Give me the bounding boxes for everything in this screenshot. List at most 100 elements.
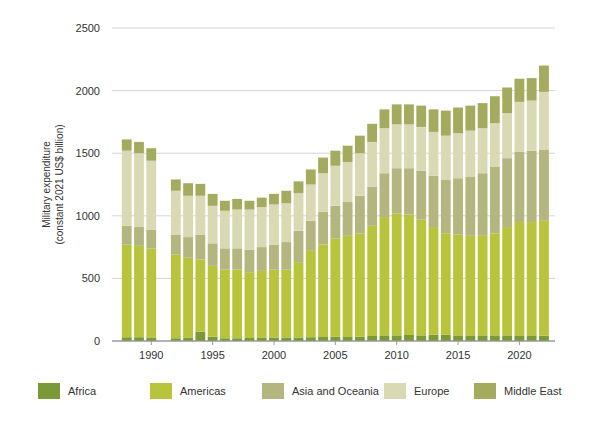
bar	[404, 168, 414, 214]
bar	[245, 201, 255, 210]
x-tick	[335, 341, 336, 345]
bar	[257, 207, 267, 247]
bar	[416, 106, 426, 127]
legend-label: Asia and Oceania	[292, 385, 380, 397]
bar	[306, 337, 316, 341]
bar	[441, 335, 451, 341]
bar	[343, 236, 353, 337]
bar	[502, 227, 512, 335]
bar	[318, 173, 328, 212]
bar	[306, 251, 316, 337]
bar	[380, 217, 390, 335]
x-tick-label: 1990	[139, 349, 163, 361]
bar	[416, 335, 426, 341]
y-tick-label: 500	[82, 272, 100, 284]
legend-label: Middle East	[504, 385, 561, 397]
bar	[134, 227, 144, 246]
bar	[367, 124, 377, 142]
bar	[257, 247, 267, 271]
legend-swatch	[262, 383, 284, 399]
bar	[453, 235, 463, 336]
bar	[134, 142, 144, 153]
legend-label: Americas	[180, 385, 226, 397]
bar	[380, 109, 390, 128]
bar	[343, 146, 353, 162]
legend-label: Europe	[414, 385, 449, 397]
bar	[208, 243, 218, 266]
bar	[355, 233, 365, 336]
bar	[380, 335, 390, 341]
x-tick	[273, 341, 274, 345]
bar	[515, 102, 525, 152]
bar	[392, 124, 402, 168]
bar	[183, 237, 193, 258]
bar	[453, 133, 463, 178]
bar	[515, 222, 525, 335]
bar	[208, 266, 218, 337]
bar	[465, 177, 475, 236]
bar	[318, 212, 328, 245]
bar	[294, 262, 304, 337]
bar	[343, 337, 353, 341]
bar	[330, 337, 340, 341]
bar	[294, 193, 304, 231]
bar	[404, 215, 414, 335]
bar	[453, 335, 463, 341]
y-axis-label: (constant 2021 US$ billion)	[54, 124, 65, 244]
bar	[367, 226, 377, 336]
bar	[392, 168, 402, 213]
bar	[281, 191, 291, 204]
bar	[502, 87, 512, 113]
grid-line	[112, 28, 555, 29]
bar	[195, 196, 205, 235]
y-axis-label: Military expenditure	[41, 141, 52, 228]
bar	[208, 337, 218, 341]
bar	[343, 162, 353, 202]
bar	[343, 202, 353, 236]
bar	[429, 176, 439, 227]
bar	[183, 196, 193, 237]
y-tick-label: 2000	[76, 85, 100, 97]
bar	[232, 199, 242, 210]
bar	[441, 179, 451, 233]
bar	[171, 179, 181, 190]
grid-line	[112, 90, 555, 91]
y-tick-label: 1500	[76, 147, 100, 159]
y-tick-label: 2500	[76, 22, 100, 34]
bar	[367, 187, 377, 226]
bar	[134, 337, 144, 341]
bar	[122, 337, 132, 341]
bar	[281, 242, 291, 270]
bar	[502, 158, 512, 227]
bar	[195, 332, 205, 341]
bar	[330, 206, 340, 239]
bar	[171, 191, 181, 235]
bar	[318, 337, 328, 341]
bar	[441, 136, 451, 180]
bar	[171, 235, 181, 255]
bar	[269, 270, 279, 338]
bar	[429, 132, 439, 176]
bar	[502, 335, 512, 341]
bar	[318, 245, 328, 337]
bar	[527, 151, 537, 222]
bar	[478, 173, 488, 236]
bar	[380, 173, 390, 217]
bar	[220, 270, 230, 339]
bar	[367, 336, 377, 341]
bar	[281, 337, 291, 341]
bar	[453, 108, 463, 134]
bar	[220, 211, 230, 249]
bar	[515, 335, 525, 341]
bar	[404, 335, 414, 341]
background	[0, 0, 589, 428]
bar	[392, 104, 402, 124]
bar	[195, 184, 205, 196]
bar	[146, 148, 156, 161]
bar	[294, 337, 304, 341]
bar	[269, 205, 279, 245]
legend-swatch	[384, 383, 406, 399]
bar	[208, 206, 218, 244]
bar	[146, 230, 156, 249]
bar	[171, 255, 181, 339]
